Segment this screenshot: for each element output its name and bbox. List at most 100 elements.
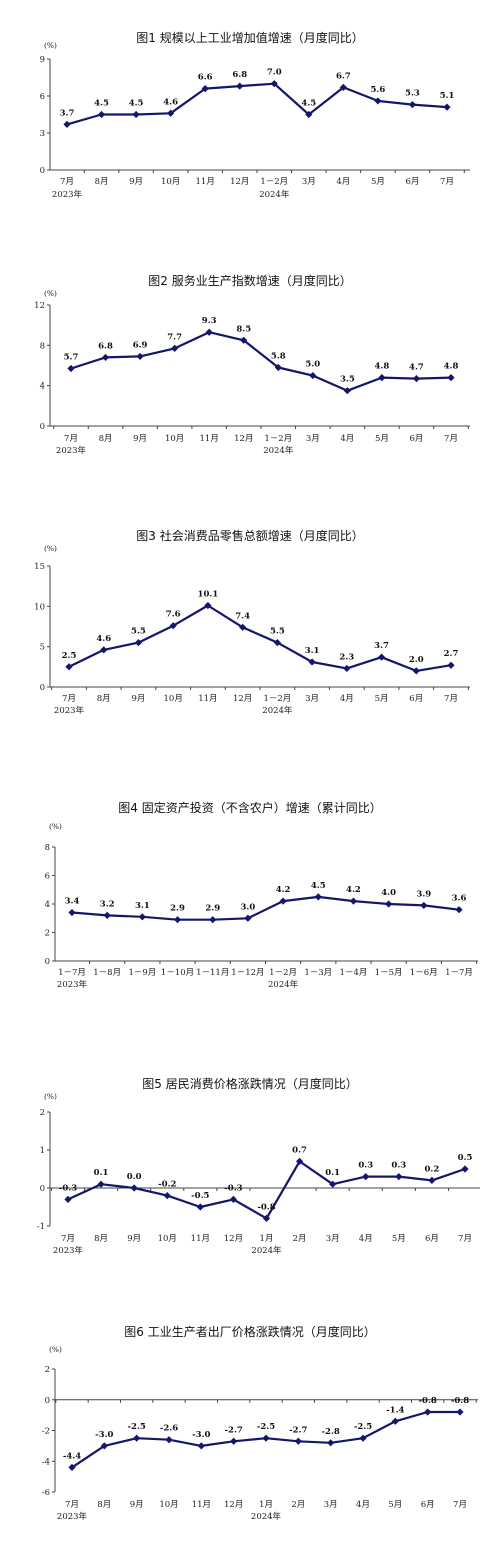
data-point-marker bbox=[133, 1434, 141, 1442]
data-point-marker bbox=[239, 623, 247, 631]
x-tick-label: 9月 bbox=[127, 1234, 141, 1244]
y-tick-label: 2 bbox=[40, 1108, 45, 1118]
data-point-marker bbox=[163, 1192, 171, 1200]
data-label: 9.3 bbox=[202, 316, 217, 326]
x-tick-label: 5月 bbox=[375, 434, 389, 444]
year-label: 2023年 bbox=[56, 445, 87, 456]
data-label: 3.1 bbox=[305, 646, 320, 656]
x-tick-label: 7月 bbox=[458, 1234, 472, 1244]
data-point-marker bbox=[138, 913, 146, 921]
data-label: 5.6 bbox=[371, 85, 386, 95]
x-tick-label: 4月 bbox=[359, 1234, 373, 1244]
data-label: 0.7 bbox=[292, 1145, 307, 1155]
data-point-marker bbox=[391, 1417, 399, 1425]
x-tick-label: 3月 bbox=[306, 434, 320, 444]
x-tick-label: 1－2月 bbox=[264, 434, 292, 444]
x-tick-label: 10月 bbox=[159, 1500, 178, 1510]
x-tick-label: 1－7月 bbox=[58, 968, 86, 978]
data-label: 3.9 bbox=[416, 889, 431, 899]
x-tick-label: 5月 bbox=[375, 694, 389, 704]
y-tick-label: 6 bbox=[40, 92, 45, 102]
x-tick-label: 7月 bbox=[60, 177, 74, 187]
x-tick-label: 1－2月 bbox=[260, 177, 288, 187]
data-point-marker bbox=[205, 328, 213, 336]
x-tick-label: 4月 bbox=[340, 694, 354, 704]
y-tick-label: 8 bbox=[45, 843, 50, 853]
data-label: 2.9 bbox=[205, 904, 220, 914]
year-label: 2023年 bbox=[54, 705, 85, 716]
x-tick-label: 1－4月 bbox=[340, 968, 368, 978]
series-line bbox=[70, 331, 452, 392]
chart-title: 图4 固定资产投资（不含农户）增速（累计同比） bbox=[118, 800, 381, 815]
chart-title: 图1 规模以上工业增加值增速（月度同比） bbox=[136, 30, 363, 45]
data-point-marker bbox=[408, 101, 417, 109]
chart-3: 图3 社会消费品零售总额增速（月度同比） (%) 0 5 10 15 7月 8月 9月 10月 11… bbox=[34, 528, 470, 716]
data-label: 6.9 bbox=[133, 340, 148, 350]
data-label: 2.7 bbox=[444, 649, 459, 659]
data-label: -0.8 bbox=[451, 1396, 469, 1406]
y-tick-label: -2 bbox=[42, 1427, 50, 1437]
data-point-marker bbox=[329, 1180, 337, 1188]
data-label: 3.7 bbox=[60, 108, 75, 118]
data-point-marker bbox=[349, 897, 358, 905]
x-tick-label: 9月 bbox=[131, 694, 145, 704]
data-label: 2.9 bbox=[170, 904, 185, 914]
x-tick-label: 1－12月 bbox=[231, 968, 264, 978]
year-label: 2023年 bbox=[53, 1245, 84, 1256]
data-point-marker bbox=[244, 914, 252, 922]
data-point-marker bbox=[455, 906, 463, 914]
data-point-marker bbox=[279, 897, 287, 905]
x-tick-label: 1－5月 bbox=[375, 968, 403, 978]
data-label: 7.7 bbox=[167, 332, 182, 342]
data-label: 0.0 bbox=[127, 1172, 142, 1182]
data-label: 5.1 bbox=[440, 91, 455, 101]
data-label: -0.3 bbox=[59, 1183, 77, 1193]
x-tick-label: 11月 bbox=[198, 694, 217, 704]
data-label: -0.8 bbox=[257, 1202, 275, 1212]
x-tick-label: 7月 bbox=[65, 1500, 79, 1510]
data-label: 5.0 bbox=[305, 360, 320, 370]
data-point-marker bbox=[197, 1442, 205, 1450]
data-point-marker bbox=[447, 661, 455, 669]
data-label: -0.5 bbox=[191, 1191, 209, 1201]
series-line bbox=[68, 604, 452, 673]
data-label: -0.8 bbox=[419, 1396, 437, 1406]
x-tick-label: 12月 bbox=[224, 1500, 243, 1510]
data-label: 3.2 bbox=[100, 899, 115, 909]
data-point-marker bbox=[101, 353, 110, 362]
data-point-marker bbox=[309, 371, 317, 380]
x-tick-label: 1－9月 bbox=[128, 968, 156, 978]
data-label: 3.0 bbox=[241, 902, 256, 912]
data-label: -2.5 bbox=[257, 1422, 275, 1432]
x-tick-label: 2月 bbox=[291, 1500, 305, 1510]
x-tick-label: 5月 bbox=[392, 1234, 406, 1244]
data-label: 4.5 bbox=[301, 99, 316, 109]
data-point-marker bbox=[343, 664, 351, 673]
data-point-marker bbox=[169, 622, 177, 630]
y-tick-label: 8 bbox=[40, 341, 45, 351]
x-tick-label: 3月 bbox=[302, 177, 316, 187]
y-tick-label: 2 bbox=[45, 1365, 50, 1375]
data-label: 3.4 bbox=[65, 897, 80, 907]
data-point-marker bbox=[204, 601, 212, 610]
data-label: 0.3 bbox=[391, 1161, 406, 1171]
chart-6: 图6 工业生产者出厂价格涨跌情况（月度同比） (%) -6 -4 -2 0 2 7月 8月 9月 1… bbox=[42, 1324, 478, 1522]
data-point-marker bbox=[100, 646, 108, 654]
x-tick-label: 5月 bbox=[371, 177, 385, 187]
year-label: 2023年 bbox=[57, 979, 88, 990]
data-point-marker bbox=[173, 916, 182, 924]
x-tick-label: 8月 bbox=[97, 694, 111, 704]
x-tick-label: 1－3月 bbox=[304, 968, 332, 978]
x-tick-label: 11月 bbox=[196, 177, 215, 187]
x-tick-label: 1－10月 bbox=[161, 968, 194, 978]
x-tick-label: 7月 bbox=[444, 434, 458, 444]
x-tick-label: 10月 bbox=[161, 177, 180, 187]
y-tick-label: 1 bbox=[40, 1146, 45, 1156]
x-tick-label: 7月 bbox=[64, 434, 78, 444]
x-tick-label: 11月 bbox=[192, 1500, 211, 1510]
data-label: -2.7 bbox=[225, 1425, 243, 1435]
data-label: 5.7 bbox=[64, 353, 79, 363]
chart-title: 图5 居民消费价格涨跌情况（月度同比） bbox=[142, 1076, 357, 1091]
data-label: 4.6 bbox=[96, 634, 111, 644]
data-point-marker bbox=[412, 667, 420, 675]
